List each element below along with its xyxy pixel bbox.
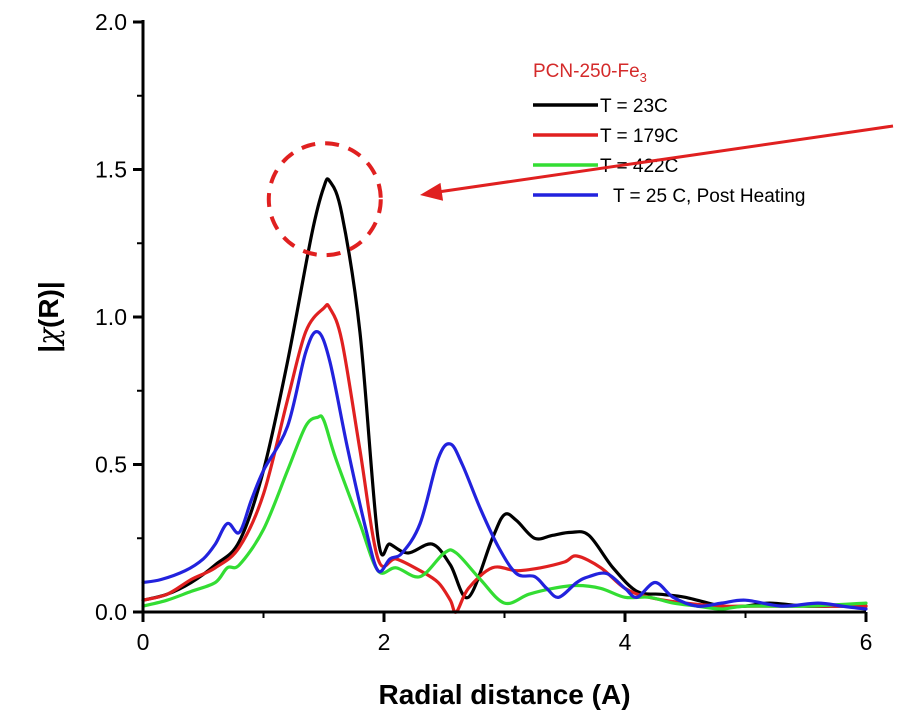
ticks-layer: 0.0 0.5 1.0 1.5 2.0 0 2 4 6: [95, 9, 872, 655]
series-line-1: [141, 177, 868, 609]
y-axis-title-suffix: (R)|: [33, 281, 64, 328]
y-axis-title: |χ(R)|: [32, 281, 65, 353]
legend-title-text: PCN-250-Fe: [533, 61, 640, 82]
axes-layer: [141, 20, 866, 614]
x-tick-label: 6: [860, 629, 873, 655]
legend-label-4: T = 25 C, Post Heating: [613, 186, 805, 207]
y-axis-title-chi: χ: [32, 326, 65, 347]
series-line-2: [141, 303, 868, 614]
annotation-arrow-head: [420, 182, 444, 201]
y-tick-label: 1.5: [95, 157, 127, 183]
legend-label-1: T = 23C: [600, 96, 668, 117]
x-axis-title: Radial distance (A): [378, 679, 630, 710]
y-tick-label: 2.0: [95, 9, 127, 35]
y-tick-label: 0.5: [95, 452, 127, 478]
peak-annotation: [266, 124, 894, 258]
legend-label-2: T = 179C: [600, 126, 678, 147]
series-layer: [141, 177, 868, 614]
legend-title: PCN-250-Fe3: [533, 61, 647, 85]
y-tick-label: 0.0: [95, 599, 127, 625]
series-line-4: [141, 330, 868, 611]
series-line-3: [141, 414, 868, 611]
y-axis-title-prefix: |: [33, 345, 64, 353]
annotation-dashed-circle: [266, 141, 383, 258]
x-tick-label: 4: [619, 629, 632, 655]
x-tick-label: 0: [137, 629, 150, 655]
y-tick-label: 1.0: [95, 304, 127, 330]
plot-area: 0.0 0.5 1.0 1.5 2.0 0 2 4 6: [95, 9, 872, 655]
x-tick-label: 2: [378, 629, 391, 655]
legend-title-subscript: 3: [640, 70, 647, 85]
annotation-arrow-line: [437, 124, 894, 194]
